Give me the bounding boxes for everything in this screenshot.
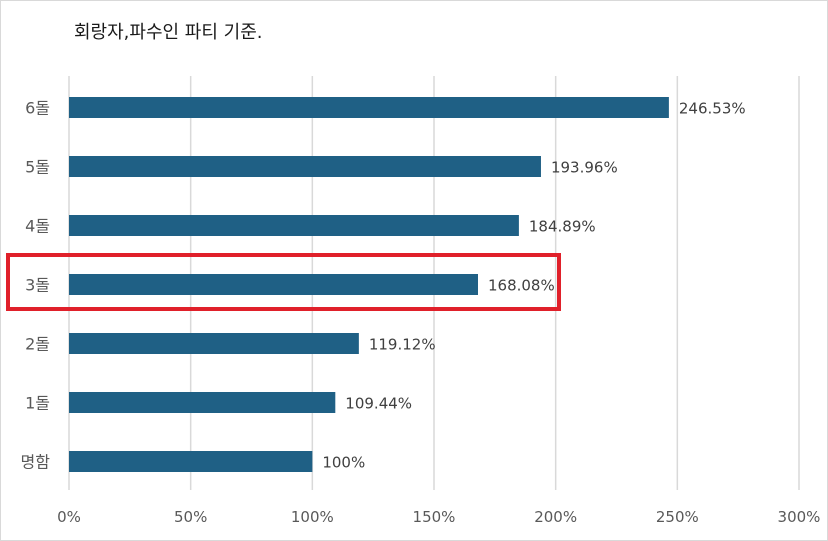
category-label: 4돌 [25, 217, 50, 236]
x-tick-label: 50% [174, 508, 207, 526]
x-tick-label: 200% [534, 508, 577, 526]
bar [69, 97, 669, 118]
category-label: 명함 [21, 453, 51, 472]
category-label: 6돌 [25, 99, 50, 118]
bar [69, 215, 519, 236]
x-tick-label: 150% [413, 508, 456, 526]
x-tick-label: 250% [656, 508, 699, 526]
data-label: 168.08% [488, 277, 555, 295]
data-label: 246.53% [679, 100, 746, 118]
highlight-box [6, 253, 561, 311]
bar [69, 392, 336, 413]
bar [69, 451, 313, 472]
data-label: 100% [322, 454, 365, 472]
category-label: 1돌 [25, 394, 50, 413]
category-label: 3돌 [25, 276, 50, 295]
data-label: 119.12% [369, 336, 436, 354]
x-tick-label: 0% [57, 508, 81, 526]
data-label: 184.89% [529, 218, 596, 236]
category-label: 2돌 [25, 335, 50, 354]
data-label: 193.96% [551, 159, 618, 177]
category-label: 5돌 [25, 158, 50, 177]
chart-title: 회랑자,파수인 파티 기준. [74, 22, 263, 43]
bar [69, 274, 478, 295]
x-tick-label: 100% [291, 508, 334, 526]
x-tick-label: 300% [778, 508, 821, 526]
bar [69, 333, 359, 354]
bar [69, 156, 541, 177]
data-label: 109.44% [345, 395, 412, 413]
